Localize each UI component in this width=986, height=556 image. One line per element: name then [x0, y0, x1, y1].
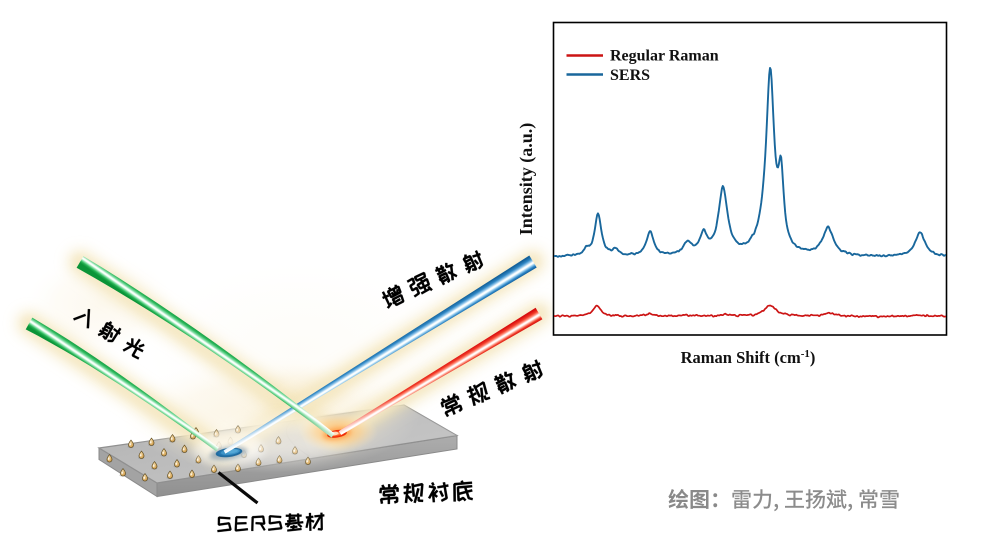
svg-text:Raman Shift (cm-1): Raman Shift (cm-1)	[681, 348, 816, 367]
svg-text:Intensity (a.u.): Intensity (a.u.)	[516, 123, 537, 236]
svg-text:Regular Raman: Regular Raman	[610, 48, 719, 65]
svg-text:SERS: SERS	[610, 67, 650, 84]
